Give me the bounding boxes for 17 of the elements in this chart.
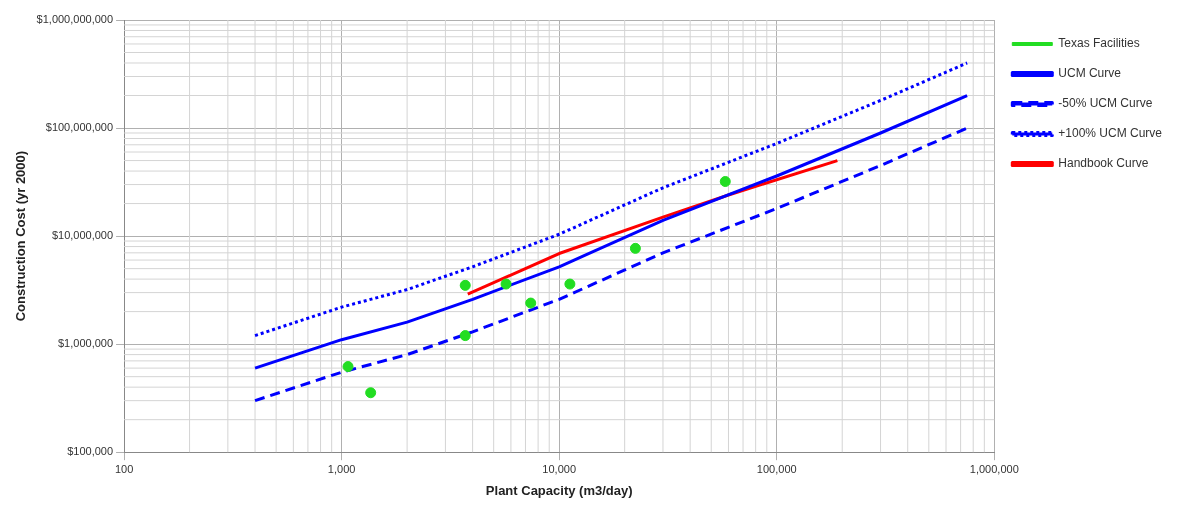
x-tick-label: 1,000,000 bbox=[969, 462, 1019, 475]
x-axis-title: Plant Capacity (m3/day) bbox=[485, 482, 633, 498]
y-tick-label: $100,000,000 bbox=[45, 121, 114, 134]
x-tick-label: 1,000 bbox=[327, 462, 356, 475]
legend-label: -50% UCM Curve bbox=[1058, 96, 1153, 111]
x-tick-label: 100 bbox=[114, 462, 134, 475]
y-axis-title: Construction Cost (yr 2000) bbox=[13, 150, 29, 322]
y-tick-label: $100,000 bbox=[67, 445, 114, 458]
legend-label: Handbook Curve bbox=[1058, 156, 1149, 171]
y-tick-label: $1,000,000,000 bbox=[36, 13, 114, 26]
legend-label: +100% UCM Curve bbox=[1058, 126, 1163, 141]
legend-label: UCM Curve bbox=[1058, 66, 1122, 81]
legend-label: Texas Facilities bbox=[1058, 36, 1140, 51]
y-tick-label: $1,000,000 bbox=[58, 337, 114, 350]
x-tick-label: 10,000 bbox=[542, 462, 577, 475]
y-tick-label: $10,000,000 bbox=[51, 229, 114, 242]
x-tick-label: 100,000 bbox=[756, 462, 797, 475]
